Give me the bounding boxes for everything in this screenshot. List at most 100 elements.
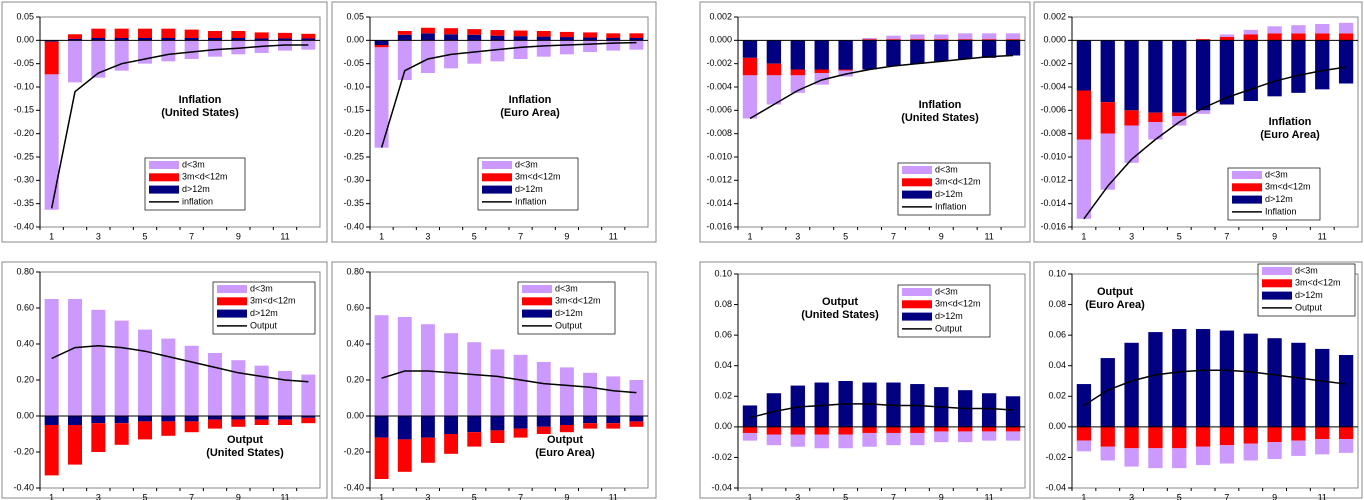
legend-label: 3m<d<12m	[515, 172, 561, 182]
legend-label: d<3m	[1265, 169, 1288, 179]
y-tick-label: -0.010	[1040, 151, 1066, 161]
x-tick-label: 5	[472, 492, 477, 500]
bar	[814, 434, 829, 449]
bar	[1291, 25, 1306, 34]
bar	[1005, 396, 1021, 427]
bar	[467, 416, 482, 433]
bar	[420, 416, 435, 438]
y-tick-label: 0.04	[1048, 360, 1066, 370]
bar	[114, 423, 129, 445]
bar	[742, 405, 758, 427]
x-tick-label: 9	[236, 231, 241, 241]
bar	[766, 63, 782, 76]
y-tick-label: -0.30	[343, 175, 364, 185]
bar	[44, 74, 59, 210]
bar	[301, 38, 316, 41]
bar	[862, 40, 877, 70]
legend-label: d<3m	[935, 286, 958, 296]
bar	[208, 419, 222, 429]
bar	[231, 419, 246, 427]
y-tick-label: -0.40	[13, 221, 34, 231]
bar	[1315, 426, 1330, 440]
bar	[536, 40, 551, 57]
y-tick-label: -0.004	[706, 81, 732, 91]
bar	[138, 329, 152, 416]
legend-swatch	[1232, 195, 1262, 204]
bar	[838, 426, 853, 435]
legend-swatch	[522, 285, 552, 293]
x-tick-label: 5	[843, 492, 848, 500]
annotation: Output	[547, 434, 583, 446]
bar	[934, 34, 949, 40]
bar	[981, 39, 997, 41]
bar	[814, 382, 829, 427]
legend-label: 3m<d<12m	[1265, 182, 1311, 192]
bar	[838, 434, 853, 449]
bar	[397, 439, 412, 472]
bar	[1124, 342, 1139, 427]
bar	[184, 38, 199, 41]
bar	[138, 28, 152, 38]
y-tick-label: -0.10	[13, 81, 34, 91]
legend-label: 3m<d<12m	[1295, 278, 1341, 288]
bar	[490, 40, 505, 62]
legend-swatch	[522, 297, 552, 306]
bar	[1005, 33, 1021, 40]
x-tick-label: 11	[280, 492, 289, 500]
x-tick-label: 3	[425, 231, 430, 241]
bar	[742, 57, 758, 76]
bar	[1195, 426, 1211, 447]
bar	[420, 27, 435, 34]
bar	[1195, 329, 1211, 427]
annotation: Inflation	[179, 94, 222, 106]
y-tick-label: -0.30	[13, 175, 34, 185]
y-tick-label: 0.00	[714, 421, 732, 431]
bar	[814, 426, 829, 435]
line	[749, 54, 1014, 120]
bar	[68, 34, 82, 39]
bar	[606, 376, 621, 416]
x-tick-label: 3	[1129, 231, 1134, 241]
bar	[629, 40, 644, 50]
legend-label: Output	[250, 320, 278, 330]
bar	[766, 434, 782, 446]
x-tick-label: 1	[747, 231, 752, 241]
legend-swatch	[217, 297, 247, 306]
x-tick-label: 3	[96, 492, 101, 500]
bar	[231, 416, 246, 420]
bar	[161, 416, 176, 422]
bar	[374, 315, 389, 416]
bar	[184, 29, 199, 38]
x-tick-label: 7	[1224, 231, 1229, 241]
bar	[559, 425, 574, 433]
bar	[278, 371, 292, 416]
bar	[301, 417, 316, 424]
legend-swatch	[1262, 267, 1292, 275]
y-tick-label: 0.20	[16, 374, 34, 384]
bar	[886, 35, 901, 40]
bar	[1076, 426, 1092, 441]
legend-swatch	[149, 185, 179, 194]
legend-label: d>12m	[182, 184, 210, 194]
bar	[1219, 36, 1235, 41]
chart: 0.80 0.60 0.40 0.20 0.00 -0.20 -0.40 1 3 5 7 9 11 Out…	[1, 261, 328, 500]
y-tick-label: 0.08	[1048, 299, 1066, 309]
bar	[629, 421, 644, 427]
bar	[161, 40, 176, 62]
bar	[1243, 443, 1258, 461]
bar	[1315, 348, 1330, 427]
x-tick-label: 1	[1081, 492, 1086, 500]
bar	[68, 38, 82, 41]
bar	[981, 393, 997, 427]
x-tick-label: 9	[1272, 231, 1277, 241]
bar	[766, 40, 782, 64]
bar	[862, 38, 877, 40]
bar	[420, 437, 435, 463]
legend-swatch	[902, 178, 932, 187]
bar	[138, 38, 152, 41]
bar	[420, 324, 435, 416]
x-tick-label: 7	[518, 492, 523, 500]
y-tick-label: -0.002	[706, 58, 732, 68]
legend-label: Inflation	[1265, 206, 1297, 216]
bar	[1124, 125, 1139, 163]
